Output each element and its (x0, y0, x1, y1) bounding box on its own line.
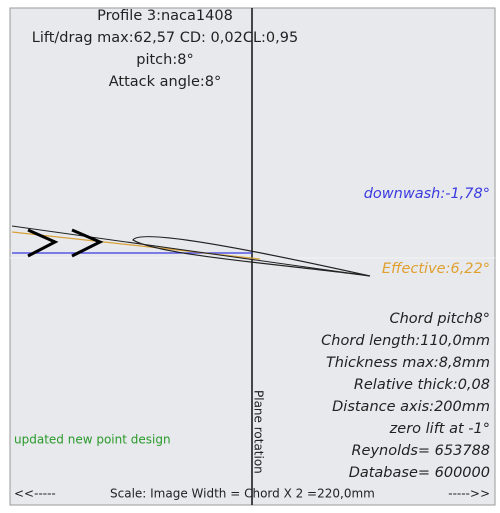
scale-text: Scale: Image Width = Chord X 2 =220,0mm (110, 487, 375, 501)
downwash: downwash:-1,78° (364, 186, 490, 202)
detail: Chord pitch8° (389, 311, 490, 327)
detail: Reynolds= 653788 (351, 443, 490, 459)
detail: Relative thick:0,08 (354, 377, 490, 393)
airfoil (132, 236, 371, 277)
axis-label: Plane rotation (252, 390, 266, 474)
detail: Thickness max:8,8mm (326, 355, 490, 371)
attack-angle: Attack angle:8° (109, 74, 222, 90)
scale-right: ----->> (448, 487, 490, 501)
detail: zero lift at -1° (389, 421, 490, 437)
flow-arrow (27, 228, 59, 258)
detail: Database= 600000 (349, 465, 490, 481)
status: updated new point design (14, 433, 171, 447)
detail: Distance axis:200mm (332, 399, 490, 415)
detail: Chord length:110,0mm (321, 333, 490, 349)
scale-left: <<----- (14, 487, 56, 501)
flow-arrow (71, 228, 104, 258)
effective: Effective:6,22° (382, 261, 490, 277)
chord-line (11, 225, 371, 277)
profile-name: Profile 3:naca1408 (97, 8, 233, 24)
pitch: pitch:8° (136, 52, 193, 68)
lift-drag: Lift/drag max:62,57 CD: 0,02CL:0,95 (32, 30, 298, 46)
details: Chord pitch8° Chord length:110,0mm Thickne… (321, 311, 490, 481)
